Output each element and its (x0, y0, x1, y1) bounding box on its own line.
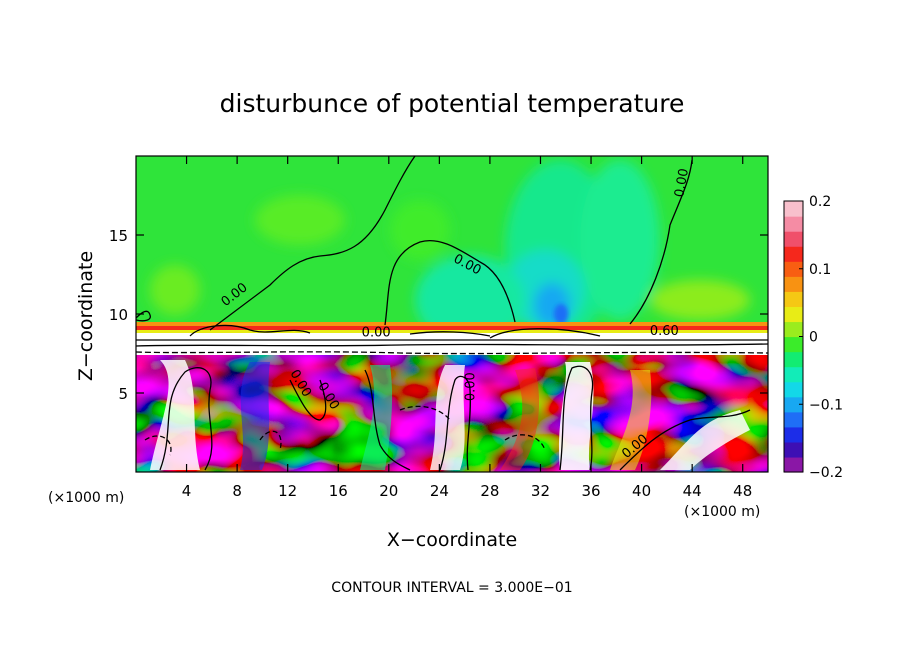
colorbar-swatch (784, 231, 803, 247)
x-tick-label: 4 (182, 482, 192, 500)
contour-zero-middle (384, 240, 516, 326)
y-tick-label: 15 (109, 227, 128, 245)
lower-contour-8 (399, 405, 451, 421)
colorbar-swatch (784, 321, 803, 338)
x-tick-label: 28 (480, 482, 499, 500)
y-tick-label: 5 (118, 385, 128, 403)
lower-contour-4 (559, 365, 594, 471)
colorbar-swatch (784, 381, 803, 398)
colorbar-tick-label: −0.1 (809, 397, 843, 413)
colorbar-swatch (784, 246, 803, 262)
x-tick-label: 12 (278, 482, 297, 500)
cloud-contour-3 (136, 351, 768, 355)
x-tick-label: 24 (430, 482, 449, 500)
lower-contour-6 (364, 369, 411, 471)
colorbar-swatch (784, 351, 803, 368)
lower-contour-10 (259, 430, 282, 451)
colorbar-swatch (784, 456, 803, 473)
colorbar-tick-label: 0 (809, 330, 818, 346)
y-axis-label: Z−coordinate (75, 251, 97, 381)
colorbar-swatch (784, 291, 803, 307)
contour-label: 0.60 (650, 324, 679, 339)
x-tick-label: 20 (379, 482, 398, 500)
colorbar-swatch (784, 216, 803, 232)
contour-interval-note: CONTOUR INTERVAL = 3.000E−01 (331, 580, 572, 596)
lower-field-plumes (150, 360, 750, 470)
x-axis-unit-right: (×1000 m) (684, 504, 760, 520)
x-tick-label: 32 (531, 482, 550, 500)
colorbar-swatch (784, 426, 803, 443)
x-tick-label: 8 (232, 482, 242, 500)
colorbar-swatch (784, 276, 803, 292)
colorbar-swatch (784, 201, 803, 217)
chart-title: disturbunce of potential temperature (220, 89, 685, 118)
colorbar-swatch (784, 441, 803, 458)
colorbar-tick-label: 0.1 (809, 262, 831, 278)
contour-label: 0.00 (362, 325, 391, 340)
contour-label: 0.00 (463, 372, 478, 401)
colorbar-swatch (784, 336, 803, 353)
contour-label: 0.00 (672, 167, 692, 198)
plot-area: 0.000.000.000.00 0.00 0.000.000.00 0.60 (136, 156, 768, 472)
lower-contour-2 (289, 379, 327, 421)
x-tick-label: 36 (581, 482, 600, 500)
lower-contour-5 (619, 409, 751, 471)
inversion-band-red (136, 326, 768, 330)
lower-contour-1 (159, 367, 213, 471)
colorbar-swatch (784, 306, 803, 323)
lower-contour-9 (504, 434, 546, 451)
colorbar-swatch (784, 261, 803, 277)
x-tick-label: 48 (733, 482, 752, 500)
x-axis-label: X−coordinate (387, 529, 517, 551)
colorbar-swatch (784, 396, 803, 413)
cold-core (554, 304, 568, 324)
x-tick-label: 44 (683, 482, 702, 500)
cloud-contour-2 (136, 343, 768, 347)
contour-lines (136, 156, 768, 471)
x-tick-label: 40 (632, 482, 651, 500)
cloud-contour-4 (189, 324, 311, 337)
colorbar-swatch (784, 366, 803, 383)
x-axis-unit-left: (×1000 m) (48, 490, 124, 506)
lower-contour-3 (439, 375, 471, 471)
y-tick-label: 10 (109, 306, 128, 324)
colorbar-swatch (784, 411, 803, 428)
x-axis: 4 8 12 16 20 24 28 32 36 40 44 48 (182, 156, 752, 500)
inversion-band-orange (136, 322, 768, 326)
cloud-contour-6 (409, 331, 491, 337)
colorbar-tick-label: −0.2 (809, 465, 843, 481)
contour-zero-right (629, 159, 693, 325)
contour-zero-upper (209, 156, 416, 331)
cloud-contour-5 (489, 328, 601, 339)
upper-field-anomalies (150, 160, 750, 345)
colorbar: 0.2 0.1 0 −0.1 −0.2 (783, 194, 843, 481)
x-tick-label: 16 (329, 482, 348, 500)
colorbar-tick-label: 0.2 (809, 194, 831, 210)
y-axis: 5 10 15 (109, 227, 768, 403)
lower-contour-7 (144, 435, 172, 456)
